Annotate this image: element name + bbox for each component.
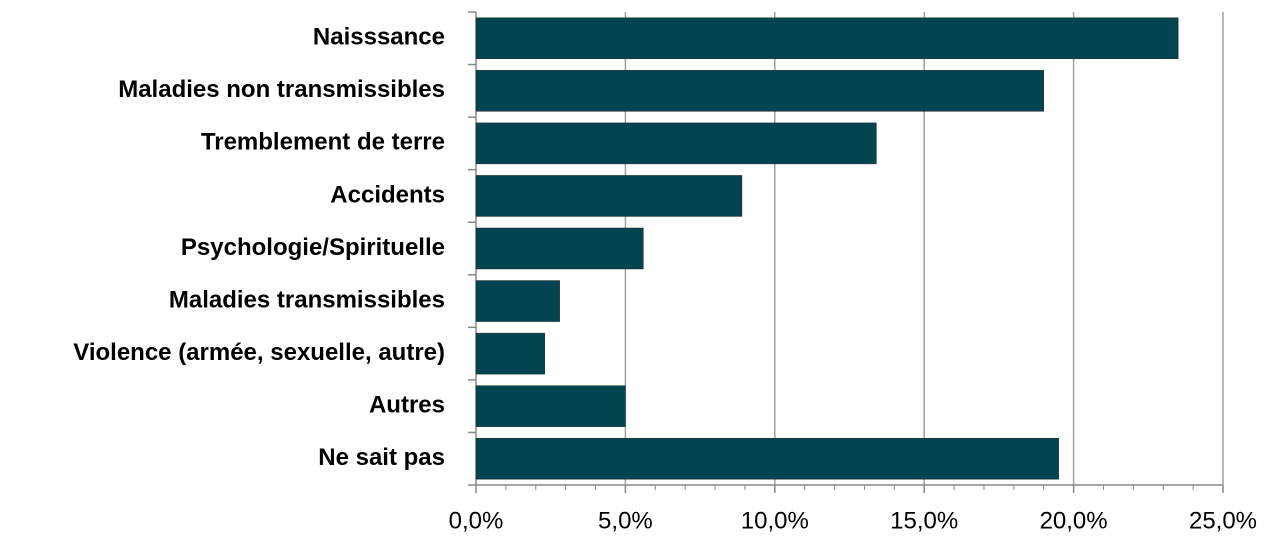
y-tick-label: Ne sait pas [318, 444, 445, 471]
y-tick-label: Maladies non transmissibles [118, 76, 445, 103]
bar [475, 17, 1179, 60]
y-tick-label: Tremblement de terre [201, 129, 445, 156]
y-tick-label: Autres [369, 392, 445, 419]
bar [475, 280, 560, 322]
bar [475, 70, 1044, 112]
x-tick-label: 15,0% [890, 507, 958, 534]
y-tick-label: Maladies transmissibles [169, 286, 445, 313]
x-tick-label: 25,0% [1189, 507, 1257, 534]
bar [475, 122, 877, 165]
x-tick-label: 20,0% [1040, 507, 1108, 534]
y-tick-label: Accidents [330, 181, 445, 208]
y-tick-label: Psychologie/Spirituelle [181, 234, 445, 261]
x-tick-label: 10,0% [741, 507, 809, 534]
bar [475, 332, 545, 375]
y-tick-label: Violence (armée, sexuelle, autre) [73, 339, 445, 366]
bar [475, 437, 1059, 480]
bar [475, 227, 644, 270]
y-tick-label: Naisssance [313, 24, 445, 51]
bar [475, 175, 743, 217]
x-tick-label: 5,0% [598, 507, 653, 534]
x-tick-label: 0,0% [449, 507, 504, 534]
bar [475, 385, 626, 427]
